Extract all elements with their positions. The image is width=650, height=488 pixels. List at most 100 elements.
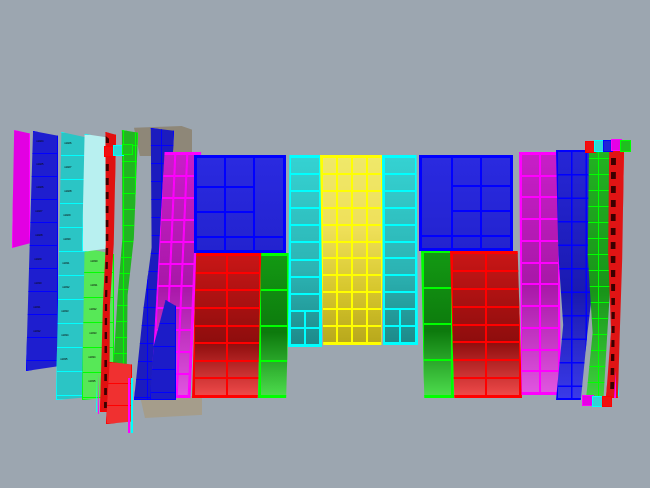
flank-label-green-3: n1033 — [89, 331, 97, 335]
mesh-cell — [260, 360, 288, 396]
mesh-cell — [452, 306, 486, 325]
mesh-cell — [451, 186, 482, 211]
mesh-cell — [172, 198, 185, 220]
group-red-right[interactable] — [450, 251, 522, 398]
mesh-cell — [305, 310, 320, 328]
mesh-cell — [384, 241, 416, 259]
mesh-cell — [290, 327, 305, 345]
mesh-cell — [423, 288, 452, 324]
mesh-cell — [452, 270, 486, 289]
mesh-cell — [161, 176, 174, 198]
mesh-cell — [384, 309, 400, 327]
mesh-cell — [174, 154, 187, 176]
mesh-cell — [337, 157, 352, 174]
mesh-cell — [194, 343, 227, 361]
mesh-cell — [322, 241, 337, 259]
mesh-cell — [352, 258, 367, 276]
mesh-cell — [158, 264, 171, 286]
mesh-cell — [384, 157, 416, 174]
mesh-cell — [384, 207, 416, 225]
mesh-cell — [540, 197, 559, 220]
group-yellow-center[interactable] — [320, 155, 384, 345]
mesh-cell — [452, 288, 486, 307]
mesh-cell — [260, 325, 288, 361]
mesh-cell — [337, 173, 352, 191]
mesh-cell — [290, 259, 320, 277]
flank-green-ribbon-edges — [112, 130, 138, 388]
flank-label-green-0: n1030 — [90, 259, 98, 263]
mesh-cell — [521, 219, 540, 241]
mesh-cell — [367, 190, 382, 208]
mesh-cell — [521, 240, 540, 263]
mesh-cell — [322, 275, 337, 293]
mesh-cell — [158, 242, 171, 264]
mesh-cell — [290, 174, 320, 192]
mesh-cell — [322, 326, 337, 343]
group-blue-left[interactable] — [194, 155, 286, 253]
group-blue-right[interactable] — [419, 155, 513, 251]
flank-label-cyan-1: n1027 — [64, 165, 72, 169]
mesh-cell — [227, 343, 260, 361]
flank-strip-red-dash — [104, 136, 109, 408]
group-magenta-right[interactable] — [519, 152, 561, 395]
mesh-cell — [337, 275, 352, 293]
mesh-cell — [451, 210, 482, 236]
mesh-cell — [540, 371, 559, 393]
flank-label-green-5: n1035 — [88, 379, 96, 383]
mesh-cell — [521, 306, 540, 328]
mesh-cell — [337, 207, 352, 225]
mesh-cell — [196, 212, 225, 238]
mesh-cell — [322, 258, 337, 276]
mesh-cell — [224, 237, 254, 251]
mesh-cell — [322, 190, 337, 208]
mesh-cell — [400, 309, 416, 327]
mesh-cell — [290, 225, 320, 243]
flank-hairline-cyan-2 — [131, 378, 141, 433]
mesh-cell — [227, 378, 260, 396]
mesh-cell — [521, 175, 540, 198]
mesh-cell — [194, 360, 227, 379]
mesh-cell — [160, 198, 173, 220]
mesh-cell — [481, 235, 511, 249]
mesh-cell — [521, 371, 540, 393]
flank-cyan-edges — [56, 132, 86, 400]
mesh-cell — [290, 191, 320, 209]
mesh-cell — [367, 207, 382, 225]
group-green-left[interactable] — [258, 253, 290, 398]
mesh-cell — [177, 374, 190, 396]
mesh-cell — [227, 255, 260, 273]
flank-label-cyan-6: n1032 — [62, 285, 70, 289]
mesh-cell — [521, 154, 540, 176]
mesh-cell — [290, 157, 320, 175]
mesh-cell — [423, 252, 452, 288]
group-cyan-right[interactable] — [382, 155, 418, 345]
mesh-cell — [486, 288, 520, 307]
mesh-cell — [290, 276, 320, 294]
slab-bottom-left — [140, 396, 202, 418]
group-green-right[interactable] — [421, 250, 454, 398]
mesh-cell — [521, 197, 540, 220]
mesh-cell — [540, 154, 559, 176]
flank-strip-magenta — [12, 130, 30, 248]
mesh-cell — [486, 270, 520, 289]
mesh-cell — [540, 306, 559, 328]
group-red-left[interactable] — [192, 253, 262, 398]
group-cyan-left[interactable] — [288, 155, 322, 347]
mesh-cell — [224, 212, 254, 238]
mesh-cell — [384, 275, 416, 293]
mesh-cell — [540, 240, 559, 263]
mesh-cell — [253, 237, 284, 251]
mesh-cell — [194, 378, 227, 396]
flank-label-cyan-9: n1035 — [60, 357, 68, 361]
mesh-cell — [322, 157, 337, 174]
flank-label-green-2: n1032 — [89, 307, 97, 311]
mesh-cell — [290, 208, 320, 226]
mesh-cell — [486, 306, 520, 325]
mesh-cell — [194, 272, 227, 291]
mesh-cell — [196, 237, 225, 251]
group-red-right-dash — [610, 144, 616, 396]
mesh-cell — [384, 173, 416, 191]
mesh-cell — [352, 173, 367, 191]
mesh-cell — [486, 342, 520, 361]
